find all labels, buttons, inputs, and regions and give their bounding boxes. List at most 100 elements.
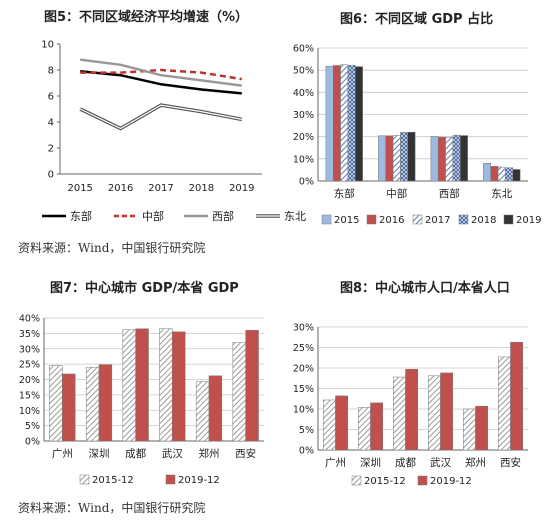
fig7-legend-label: 2015-12 [92, 475, 134, 486]
fig6-legend-label: 2017 [425, 215, 450, 226]
fig5-x-tick-label: 2018 [189, 183, 214, 194]
fig7-plot: 0% 5% 10% 15% 20% 25% 30% 35% 40% 广州 深圳 成都 武汉 郑州 西安 201… [19, 314, 264, 486]
fig8-bar [475, 405, 488, 451]
fig7-bar [135, 328, 149, 442]
fig7-bar [49, 365, 63, 442]
fig7-bar [62, 373, 76, 442]
fig5-x-tick-label: 2019 [229, 183, 254, 194]
fig7-bar [122, 329, 136, 442]
fig6-bar [430, 136, 439, 182]
fig6-bar [497, 166, 506, 182]
fig7-x-tick-label: 郑州 [199, 447, 220, 460]
fig6-bar [490, 166, 499, 182]
fig8-legend-label: 2015-12 [364, 476, 406, 487]
fig5-legend-label: 东部 [70, 209, 92, 223]
fig6-x-tick-label: 东部 [334, 187, 355, 200]
fig8-bar [498, 356, 511, 451]
fig7-x-tick-label: 武汉 [162, 447, 183, 460]
fig7-x-tick-label: 深圳 [89, 448, 110, 460]
fig7-bar [245, 330, 259, 442]
fig7-y-tick-label: 0% [25, 437, 40, 448]
fig8-x-tick-label: 西安 [500, 456, 521, 469]
fig6-x-tick-label: 西部 [439, 187, 460, 200]
fig7-bar [232, 342, 246, 442]
fig8-y-tick-label: 10% [293, 405, 314, 416]
fig8-bar [510, 341, 523, 451]
fig6-title: 图6：不同区域 GDP 占比 [340, 12, 494, 27]
fig6-plot: 0% 10% 20% 30% 40% 50% 60% 东部 中部 西部 东北 2015 2016 2017… [293, 44, 542, 227]
fig7-x-tick-label: 成都 [125, 448, 146, 460]
fig6-bar [452, 134, 461, 182]
fig5-series-line [80, 68, 242, 81]
fig5-x-tick-label: 2016 [108, 183, 133, 194]
fig8-bar [358, 407, 371, 451]
fig6-bar [340, 64, 349, 182]
fig6-bar [355, 66, 363, 182]
fig6-bar [332, 65, 341, 182]
fig7-y-tick-label: 10% [19, 406, 40, 417]
fig6-y-tick-label: 0% [299, 177, 314, 188]
source-note-bottom: 资料来源：Wind，中国银行研究院 [18, 501, 206, 515]
fig6-legend-label: 2018 [471, 215, 496, 226]
fig8-y-tick-label: 20% [293, 364, 314, 375]
fig6-bar [483, 163, 491, 182]
fig7-y-tick-label: 30% [19, 344, 40, 355]
fig6-legend-swatch [458, 214, 469, 225]
fig8-x-tick-label: 武汉 [430, 456, 451, 469]
fig8-y-tick-label: 25% [293, 343, 314, 354]
fig5-legend-label: 西部 [212, 209, 234, 223]
fig6-legend-swatch [412, 214, 423, 225]
fig5-x-tick-label: 2015 [67, 183, 92, 194]
fig6-x-tick-label: 东北 [491, 187, 512, 200]
fig7-legend-swatch [79, 474, 90, 485]
fig6-y-tick-label: 30% [293, 110, 314, 121]
fig7-y-tick-label: 20% [19, 375, 40, 386]
fig6-legend-swatch [366, 214, 377, 225]
fig6-bar [505, 167, 514, 182]
fig5-series-line [80, 70, 242, 95]
fig5-y-tick-label: 2 [48, 144, 54, 155]
fig8-x-tick-label: 郑州 [465, 456, 486, 469]
fig6-y-tick-label: 10% [293, 154, 314, 165]
fig8-bar [440, 372, 453, 451]
fig8-bar [335, 395, 348, 451]
fig6-legend-label: 2015 [334, 215, 359, 226]
fig5-series-line [79, 103, 243, 131]
fig7-x-tick-label: 西安 [235, 447, 256, 460]
fig8-bar [463, 408, 476, 451]
fig6-bar [512, 169, 521, 182]
fig6-bar [407, 131, 416, 182]
fig6-bar [445, 137, 454, 182]
fig5-series-line-inner [79, 104, 242, 130]
fig5-y-tick-label: 4 [48, 118, 54, 129]
fig6-legend-label: 2019 [516, 215, 541, 226]
fig5-plot: 0 2 4 6 8 10 2015 2016 2017 2018 2019 东部 中部 西部 东北 [41, 40, 306, 224]
fig8-legend-label: 2019-12 [430, 476, 472, 487]
fig5-y-tick-label: 8 [48, 66, 54, 77]
fig6-legend-swatch [503, 214, 514, 225]
fig8-y-tick-label: 0% [299, 446, 314, 457]
fig8-x-tick-label: 广州 [325, 457, 346, 469]
fig6-bar [385, 135, 394, 182]
fig8-bar [393, 376, 406, 451]
fig5-x-tick-label: 2017 [148, 183, 173, 194]
fig5-y-tick-label: 10 [41, 40, 54, 51]
fig7-bar [85, 366, 100, 442]
fig5-y-tick-label: 0 [48, 170, 54, 181]
fig7-bar [159, 328, 173, 442]
fig8-y-tick-label: 5% [299, 425, 314, 436]
fig6-x-tick-label: 中部 [386, 187, 407, 200]
fig6-legend-label: 2016 [379, 215, 404, 226]
fig6-bar [400, 132, 409, 182]
fig7-y-tick-label: 15% [19, 390, 40, 401]
fig7-x-tick-label: 广州 [52, 448, 73, 460]
fig7-y-tick-label: 35% [19, 329, 40, 340]
fig7-y-tick-label: 40% [19, 314, 40, 325]
fig6-y-tick-label: 50% [293, 66, 314, 77]
fig8-bar [428, 375, 441, 451]
fig8-y-tick-label: 15% [293, 384, 314, 395]
fig8-bar [405, 368, 418, 451]
fig6-bar [378, 135, 386, 182]
fig6-bar [460, 135, 468, 182]
